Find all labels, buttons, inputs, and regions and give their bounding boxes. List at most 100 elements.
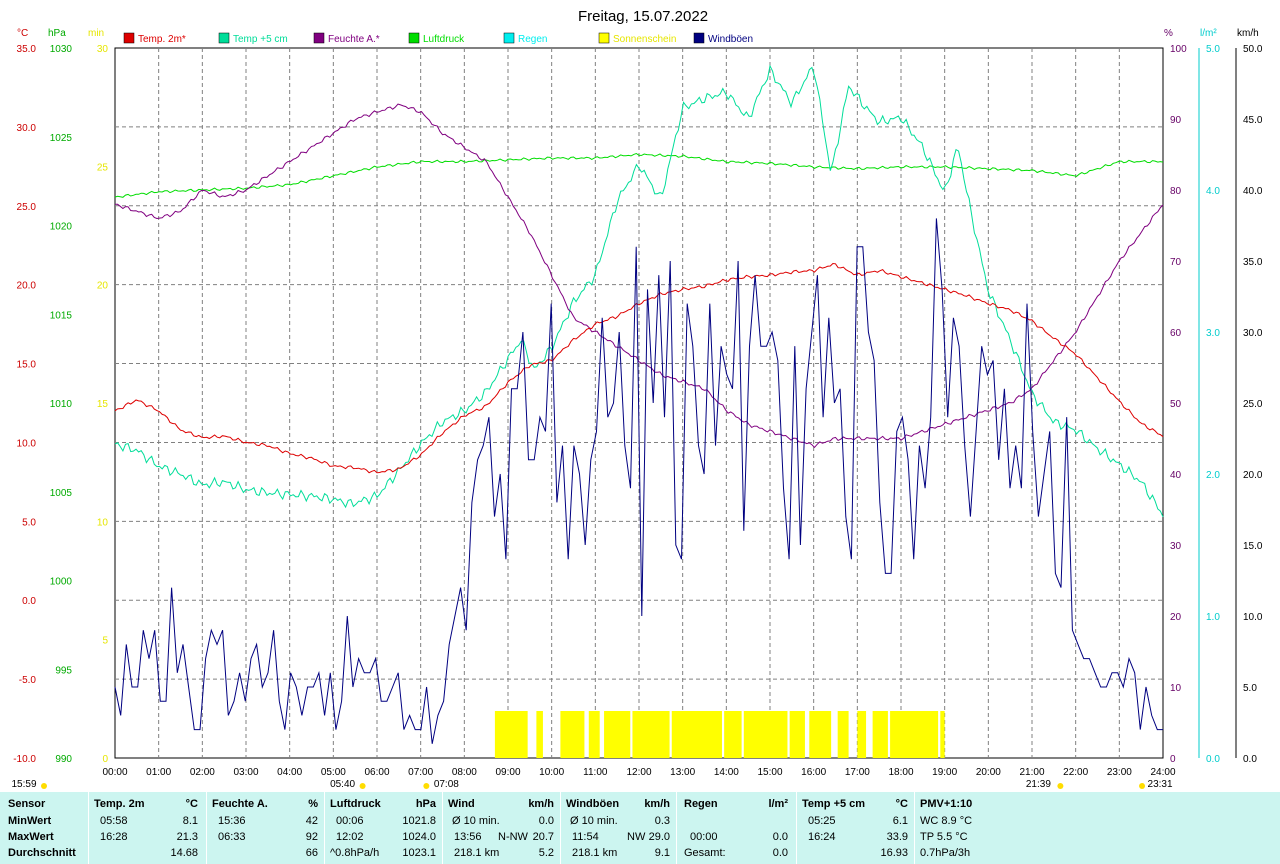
x-tick-7: 07:00 <box>408 767 433 778</box>
temp-tick-3: 20.0 <box>17 281 37 292</box>
stats-humidity-max-time: 06:33 <box>218 831 246 843</box>
stats-wind-max-time: 13:56 <box>454 831 482 843</box>
pressure-tick-1: 1025 <box>50 133 73 144</box>
stats-wind: Wind km/h Ø 10 min. 0.0 13:56 N-NW 20.7 … <box>448 792 558 864</box>
temp-tick-4: 15.0 <box>17 360 37 371</box>
x-tick-4: 04:00 <box>277 767 302 778</box>
humidity-tick-6: 40 <box>1170 470 1182 481</box>
sunshine-tick-3: 15 <box>97 399 109 410</box>
x-tick-5: 05:00 <box>321 767 346 778</box>
humidity-unit-label: % <box>1164 28 1173 39</box>
x-tick-11: 11:00 <box>583 767 608 778</box>
x-tick-17: 17:00 <box>845 767 870 778</box>
wind-tick-8: 10.0 <box>1243 612 1263 623</box>
sunrise-sun-icon <box>359 783 366 789</box>
humidity-tick-2: 80 <box>1170 186 1182 197</box>
stats-wind-max-direction: N-NW <box>498 831 528 843</box>
stats-max-label: MaxWert <box>8 831 54 843</box>
stats-wind-max-value: 20.7 <box>532 831 554 843</box>
stats-temp5cm: Temp +5 cm °C 05:25 6.1 16:24 33.9 16.93 <box>802 792 912 864</box>
x-tick-8: 08:00 <box>452 767 477 778</box>
sunshine-bar-5 <box>632 711 670 758</box>
x-tick-13: 13:00 <box>670 767 695 778</box>
sunshine-tick-2: 20 <box>97 281 109 292</box>
sunshine-bar-15 <box>940 711 945 758</box>
sunshine-unit-label: min <box>88 28 104 39</box>
sun-markers: 05:40 07:08 21:39 23:31 15:59 <box>11 779 1173 790</box>
x-tick-0: 00:00 <box>102 767 127 778</box>
legend-swatch-6 <box>693 32 705 44</box>
wind-tick-5: 25.0 <box>1243 399 1263 410</box>
pressure-tick-7: 995 <box>55 665 72 676</box>
wind-tick-10: 0.0 <box>1243 754 1257 765</box>
pressure-line <box>114 152 1164 198</box>
x-tick-18: 18:00 <box>888 767 913 778</box>
legend-label-5: Sonnenschein <box>613 34 676 45</box>
stats-pressure-min-time: 00:06 <box>336 815 364 827</box>
x-tick-6: 06:00 <box>364 767 389 778</box>
stats-temp5cm-min-value: 6.1 <box>892 815 908 827</box>
humidity-tick-1: 90 <box>1170 115 1182 126</box>
sunshine-bar-8 <box>743 711 788 758</box>
humidity-tick-9: 10 <box>1170 683 1182 694</box>
pressure-tick-3: 1015 <box>50 310 73 321</box>
sunset-label: 21:39 <box>1026 779 1051 790</box>
stats-temp2m-min-time: 05:58 <box>100 815 128 827</box>
stats-humidity: Feuchte A. % 15:36 42 06:33 92 66 <box>212 792 324 864</box>
stats-rain-total: 0.0 <box>772 847 788 859</box>
temp-tick-0: 35.0 <box>17 44 37 55</box>
stats-temp5cm-max-value: 33.9 <box>886 831 908 843</box>
chart-title: Freitag, 15.07.2022 <box>578 8 708 25</box>
stats-gusts-max-value: 29.0 <box>648 831 670 843</box>
stats-rain-max-value: 0.0 <box>772 831 788 843</box>
stats-row-labels: Sensor MinWert MaxWert Durchschnitt <box>8 792 88 864</box>
stats-temp2m-avg: 14.68 <box>170 847 198 859</box>
sunshine-bar-3 <box>588 711 600 758</box>
stats-gusts: Windböen km/h Ø 10 min. 0.3 11:54 NW 29.… <box>566 792 674 864</box>
pressure-tick-8: 990 <box>55 754 72 765</box>
stats-sensor-label: Sensor <box>8 798 46 810</box>
rain-tick-2: 3.0 <box>1206 328 1220 339</box>
humidity-tick-3: 70 <box>1170 257 1182 268</box>
stats-min-label: MinWert <box>8 815 52 827</box>
stats-temp5cm-title: Temp +5 cm <box>802 798 866 810</box>
sunshine-bar-0 <box>494 711 528 758</box>
rain-tick-0: 5.0 <box>1206 44 1220 55</box>
sunshine-bar-12 <box>857 711 867 758</box>
stats-humidity-unit: % <box>308 798 318 810</box>
humidity-tick-7: 30 <box>1170 541 1182 552</box>
temp5cm-line <box>114 64 1164 518</box>
stats-gusts-max-direction: NW <box>627 831 646 843</box>
stats-pmv-max: TP 5.5 °C <box>920 831 968 843</box>
legend-label-6: Windböen <box>708 34 753 45</box>
pressure-tick-0: 1030 <box>50 44 73 55</box>
moon-sun-icon <box>1139 783 1146 789</box>
pressure-tick-4: 1010 <box>50 399 73 410</box>
stats-avg-label: Durchschnitt <box>8 847 76 859</box>
stats-wind-avg: 5.2 <box>538 847 554 859</box>
wind-tick-2: 40.0 <box>1243 186 1263 197</box>
stats-gusts-title: Windböen <box>566 798 620 810</box>
wind-tick-7: 15.0 <box>1243 541 1263 552</box>
sunset-sun-icon <box>1057 783 1064 789</box>
stats-wind-min-value: 0.0 <box>538 815 554 827</box>
stats-gusts-min-value: 0.3 <box>654 815 670 827</box>
moon-label: 23:31 <box>1148 779 1173 790</box>
pressure-unit-label: hPa <box>48 28 66 39</box>
x-tick-12: 12:00 <box>626 767 651 778</box>
wind-tick-6: 20.0 <box>1243 470 1263 481</box>
humidity-tick-4: 60 <box>1170 328 1182 339</box>
sunshine-bar-6 <box>671 711 722 758</box>
sunshine-bar-13 <box>872 711 888 758</box>
stats-pressure: Luftdruck hPa 00:06 1021.8 12:02 1024.0 … <box>330 792 442 864</box>
stats-temp2m-unit: °C <box>185 798 198 810</box>
sunshine-tick-1: 25 <box>97 162 109 173</box>
stats-gusts-unit: km/h <box>644 798 670 810</box>
rain-tick-4: 1.0 <box>1206 612 1220 623</box>
x-tick-24: 24:00 <box>1150 767 1175 778</box>
sunshine-tick-6: 0 <box>102 754 108 765</box>
x-tick-14: 14:00 <box>714 767 739 778</box>
humidity-tick-0: 100 <box>1170 44 1187 55</box>
temp-tick-6: 5.0 <box>22 517 36 528</box>
